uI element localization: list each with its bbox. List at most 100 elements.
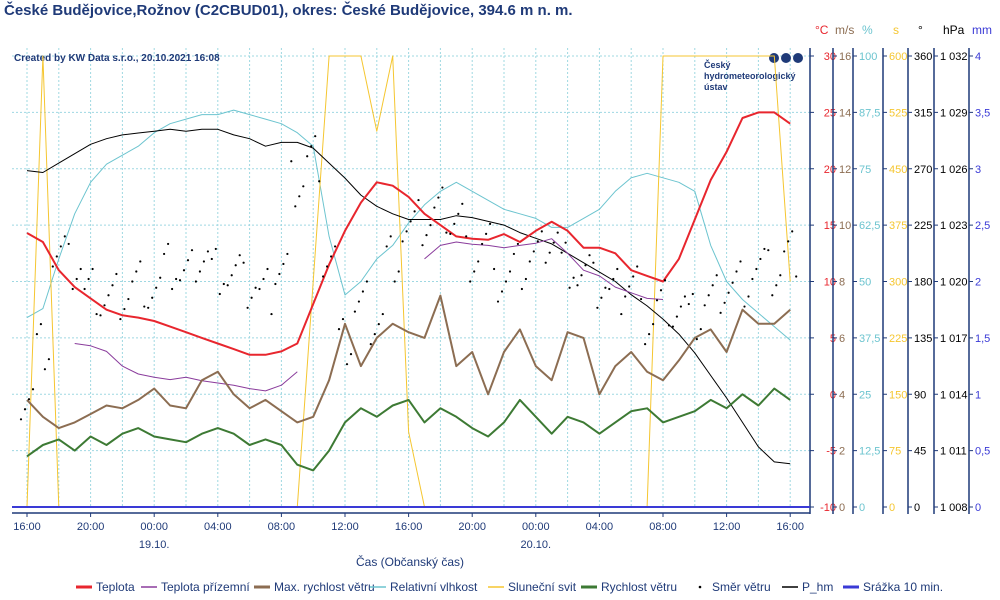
- legend-item-label: Teplota: [96, 580, 135, 594]
- axis-tick-label-temp: 30: [824, 51, 836, 63]
- series-sm-r-v-tru-point: [127, 297, 130, 301]
- axis-tick-label-rain: 1: [975, 389, 981, 401]
- axis-tick-label-hum: 0: [859, 502, 865, 514]
- series-sm-r-v-tru-point: [194, 280, 197, 283]
- axis-tick-label-press: 1 017: [940, 333, 968, 345]
- series-sm-r-v-tru-point: [282, 262, 285, 266]
- series-sm-r-v-tru-point: [516, 242, 520, 246]
- axis-tick-label-press: 1 032: [940, 51, 968, 63]
- axis-tick-label-wind: 8: [839, 277, 845, 289]
- series-sm-r-v-tru-point: [222, 282, 225, 286]
- series-sm-r-v-tru-point: [397, 270, 400, 273]
- series-sm-r-v-tru-point: [330, 255, 333, 258]
- series-sm-r-v-tru-point: [190, 249, 194, 252]
- axis-tick-label-dir: 45: [914, 446, 926, 458]
- axis-tick-label-hum: 12,5: [859, 446, 880, 458]
- series-sm-r-v-tru-point: [71, 287, 74, 291]
- series-sm-r-v-tru-point: [675, 315, 679, 318]
- axis-tick-label-rain: 1,5: [975, 333, 990, 345]
- series-sm-r-v-tru-point: [433, 206, 436, 209]
- series-sm-r-v-tru-point: [270, 312, 273, 316]
- series-sm-r-v-tru-point: [286, 252, 289, 256]
- series-sm-r-v-tru-point: [258, 287, 261, 291]
- axis-tick-label-press: 1 026: [940, 164, 968, 176]
- x-tick-label: 20:00: [458, 521, 486, 533]
- axis-unit-wind: m/s: [835, 23, 854, 37]
- series-sm-r-v-tru-point: [580, 274, 583, 277]
- axis-tick-label-sun: 225: [889, 333, 907, 345]
- series-sm-r-v-tru-point: [302, 185, 305, 188]
- series-sm-r-v-tru-point: [596, 306, 599, 309]
- series-sm-r-v-tru-point: [326, 265, 329, 268]
- series-sm-r-v-tru-point: [47, 358, 51, 361]
- series-sm-r-v-tru-point: [198, 270, 201, 273]
- series-sm-r-v-tru-point: [636, 265, 639, 268]
- axis-tick-label-hum: 50: [859, 277, 871, 289]
- legend-item-label: Rychlost větru: [601, 580, 677, 594]
- series-sm-r-v-tru-point: [556, 231, 559, 234]
- series-sm-r-v-tru-point: [278, 272, 281, 276]
- series-sm-r-v-tru-point: [644, 343, 647, 346]
- series-teplota-p-zemn--line: [74, 238, 664, 392]
- series-sm-r-v-tru-point: [393, 280, 396, 283]
- series-sm-r-v-tru-point: [703, 304, 706, 307]
- logo-text: ústav: [704, 82, 728, 92]
- series-sm-r-v-tru-point: [115, 272, 118, 276]
- series-sm-r-v-tru-point: [711, 284, 714, 287]
- x-tick-label: 08:00: [268, 521, 296, 533]
- series-sm-r-v-tru-point: [791, 230, 794, 233]
- series-sm-r-v-tru-point: [465, 235, 468, 238]
- series-sm-r-v-tru-point: [334, 245, 337, 248]
- series-sm-r-v-tru-point: [75, 277, 78, 281]
- series-sm-r-v-tru-point: [298, 195, 301, 198]
- series-sm-r-v-tru-point: [592, 261, 595, 264]
- series-sm-r-v-tru-point: [290, 160, 293, 163]
- axis-tick-label-rain: 3: [975, 164, 981, 176]
- series-sm-r-v-tru-point: [111, 284, 114, 287]
- axis-tick-label-hum: 100: [859, 51, 877, 63]
- axis-tick-label-rain: 0,5: [975, 446, 990, 458]
- axis-tick-label-rain: 3,5: [975, 107, 990, 119]
- x-axis-label: Čas (Občanský čas): [356, 554, 464, 569]
- axis-tick-label-temp: 25: [824, 107, 836, 119]
- axis-tick-label-dir: 225: [914, 220, 932, 232]
- series-sm-r-v-tru-point: [663, 279, 667, 282]
- chart-title: České Budějovice,Rožnov (C2CBUD01), okre…: [4, 2, 573, 19]
- series-sm-r-v-tru-point: [266, 267, 269, 271]
- series-sm-r-v-tru-point: [735, 270, 738, 273]
- x-date-label: 20.10.: [521, 539, 552, 551]
- series-sm-r-v-tru-point: [206, 250, 209, 253]
- series-sm-r-v-tru-point: [123, 307, 126, 311]
- series-sm-r-v-tru-point: [349, 353, 353, 356]
- series-sm-r-v-tru-point: [520, 287, 524, 291]
- series-sm-r-v-tru-point: [496, 300, 500, 303]
- axis-tick-label-sun: 525: [889, 107, 907, 119]
- series-sm-r-v-tru-point: [401, 240, 404, 243]
- series-sm-r-v-tru-point: [544, 261, 547, 264]
- series-sm-r-v-tru-point: [568, 286, 571, 289]
- series-sm-r-v-tru-point: [552, 241, 555, 244]
- series-rychlost-v-tru-line: [26, 387, 791, 472]
- axis-tick-label-dir: 360: [914, 51, 932, 63]
- series-sm-r-v-tru-point: [588, 254, 591, 257]
- series-sm-r-v-tru-point: [508, 270, 512, 273]
- series-sm-r-v-tru-point: [532, 250, 535, 253]
- series-sm-r-v-tru-point: [79, 267, 82, 271]
- axis-tick-label-wind: 12: [839, 164, 851, 176]
- series-sm-r-v-tru-point: [560, 251, 563, 254]
- series-sm-r-v-tru-point: [648, 333, 651, 336]
- series-sm-r-v-tru-point: [234, 264, 237, 267]
- series-sm-r-v-tru-point: [254, 286, 257, 289]
- series-sm-r-v-tru-point: [143, 305, 146, 308]
- axis-tick-label-sun: 75: [889, 446, 901, 458]
- series-sm-r-v-tru-point: [147, 306, 150, 309]
- series-sm-r-v-tru-point: [536, 240, 539, 243]
- series-sm-r-v-tru-point: [294, 205, 297, 208]
- series-sm-r-v-tru-point: [437, 196, 440, 199]
- axis-tick-label-press: 1 020: [940, 277, 968, 289]
- series-sm-r-v-tru-point: [667, 324, 671, 327]
- series-sm-r-v-tru-point: [345, 363, 349, 366]
- series-sm-r-v-tru-point: [405, 230, 408, 233]
- series-sm-r-v-tru-point: [747, 295, 750, 298]
- axis-unit-temp: °C: [815, 23, 829, 37]
